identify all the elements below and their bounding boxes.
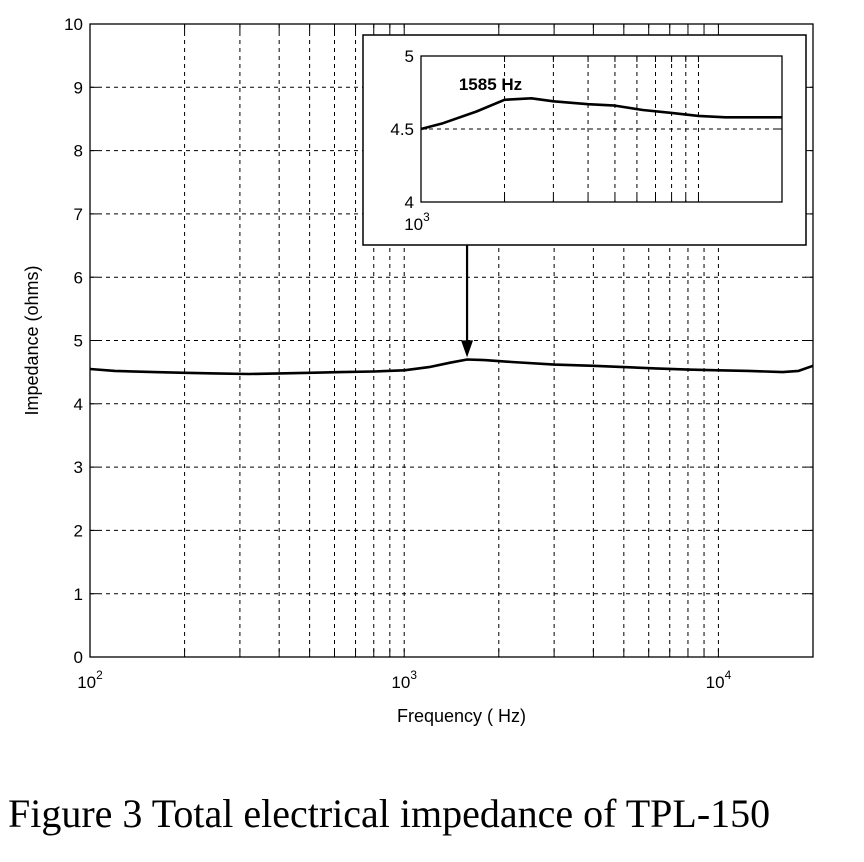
main-y-tick-label: 9 xyxy=(74,78,83,97)
main-y-tick-label: 5 xyxy=(74,332,83,351)
main-x-tick-label-exponent: 3 xyxy=(410,668,417,682)
main-x-tick-label-exponent: 4 xyxy=(725,668,732,682)
main-y-tick-label: 8 xyxy=(74,142,83,161)
main-x-tick-label: 103 xyxy=(391,668,417,692)
main-y-tick-label: 3 xyxy=(74,458,83,477)
inset-x-tick-label: 103 xyxy=(404,210,430,234)
inset-panel xyxy=(362,34,807,246)
main-x-tick-label-base: 10 xyxy=(391,673,410,692)
inset-x-tick-label-exponent: 3 xyxy=(423,210,430,224)
main-x-tick-label-exponent: 2 xyxy=(96,668,103,682)
main-y-tick-label: 0 xyxy=(74,648,83,667)
y-axis-label: Impedance (ohms) xyxy=(22,265,42,415)
main-y-tick-label: 4 xyxy=(74,395,83,414)
annotation-arrowhead xyxy=(461,340,474,358)
inset-y-tick-label: 5 xyxy=(405,47,414,66)
main-x-tick-label: 102 xyxy=(77,668,103,692)
main-x-tick-label-base: 10 xyxy=(706,673,725,692)
main-y-tick-label: 7 xyxy=(74,205,83,224)
main-frame xyxy=(89,23,814,658)
inset-annotation-label: 1585 Hz xyxy=(459,75,522,94)
main-impedance-line xyxy=(89,358,814,376)
inset-y-tick-label: 4.5 xyxy=(390,120,414,139)
main-y-tick-label: 1 xyxy=(74,585,83,604)
main-y-tick-label: 2 xyxy=(74,522,83,541)
main-x-tick-label: 104 xyxy=(706,668,732,692)
inset-y-tick-label: 4 xyxy=(405,193,414,212)
x-axis-label: Frequency ( Hz) xyxy=(397,706,526,726)
main-y-tick-label: 10 xyxy=(64,15,83,34)
main-y-tick-label: 6 xyxy=(74,268,83,287)
inset-x-tick-label-base: 10 xyxy=(404,215,423,234)
main-x-tick-label-base: 10 xyxy=(77,673,96,692)
figure-caption: Figure 3 Total electrical impedance of T… xyxy=(8,791,771,836)
inset-impedance-line xyxy=(420,97,782,131)
